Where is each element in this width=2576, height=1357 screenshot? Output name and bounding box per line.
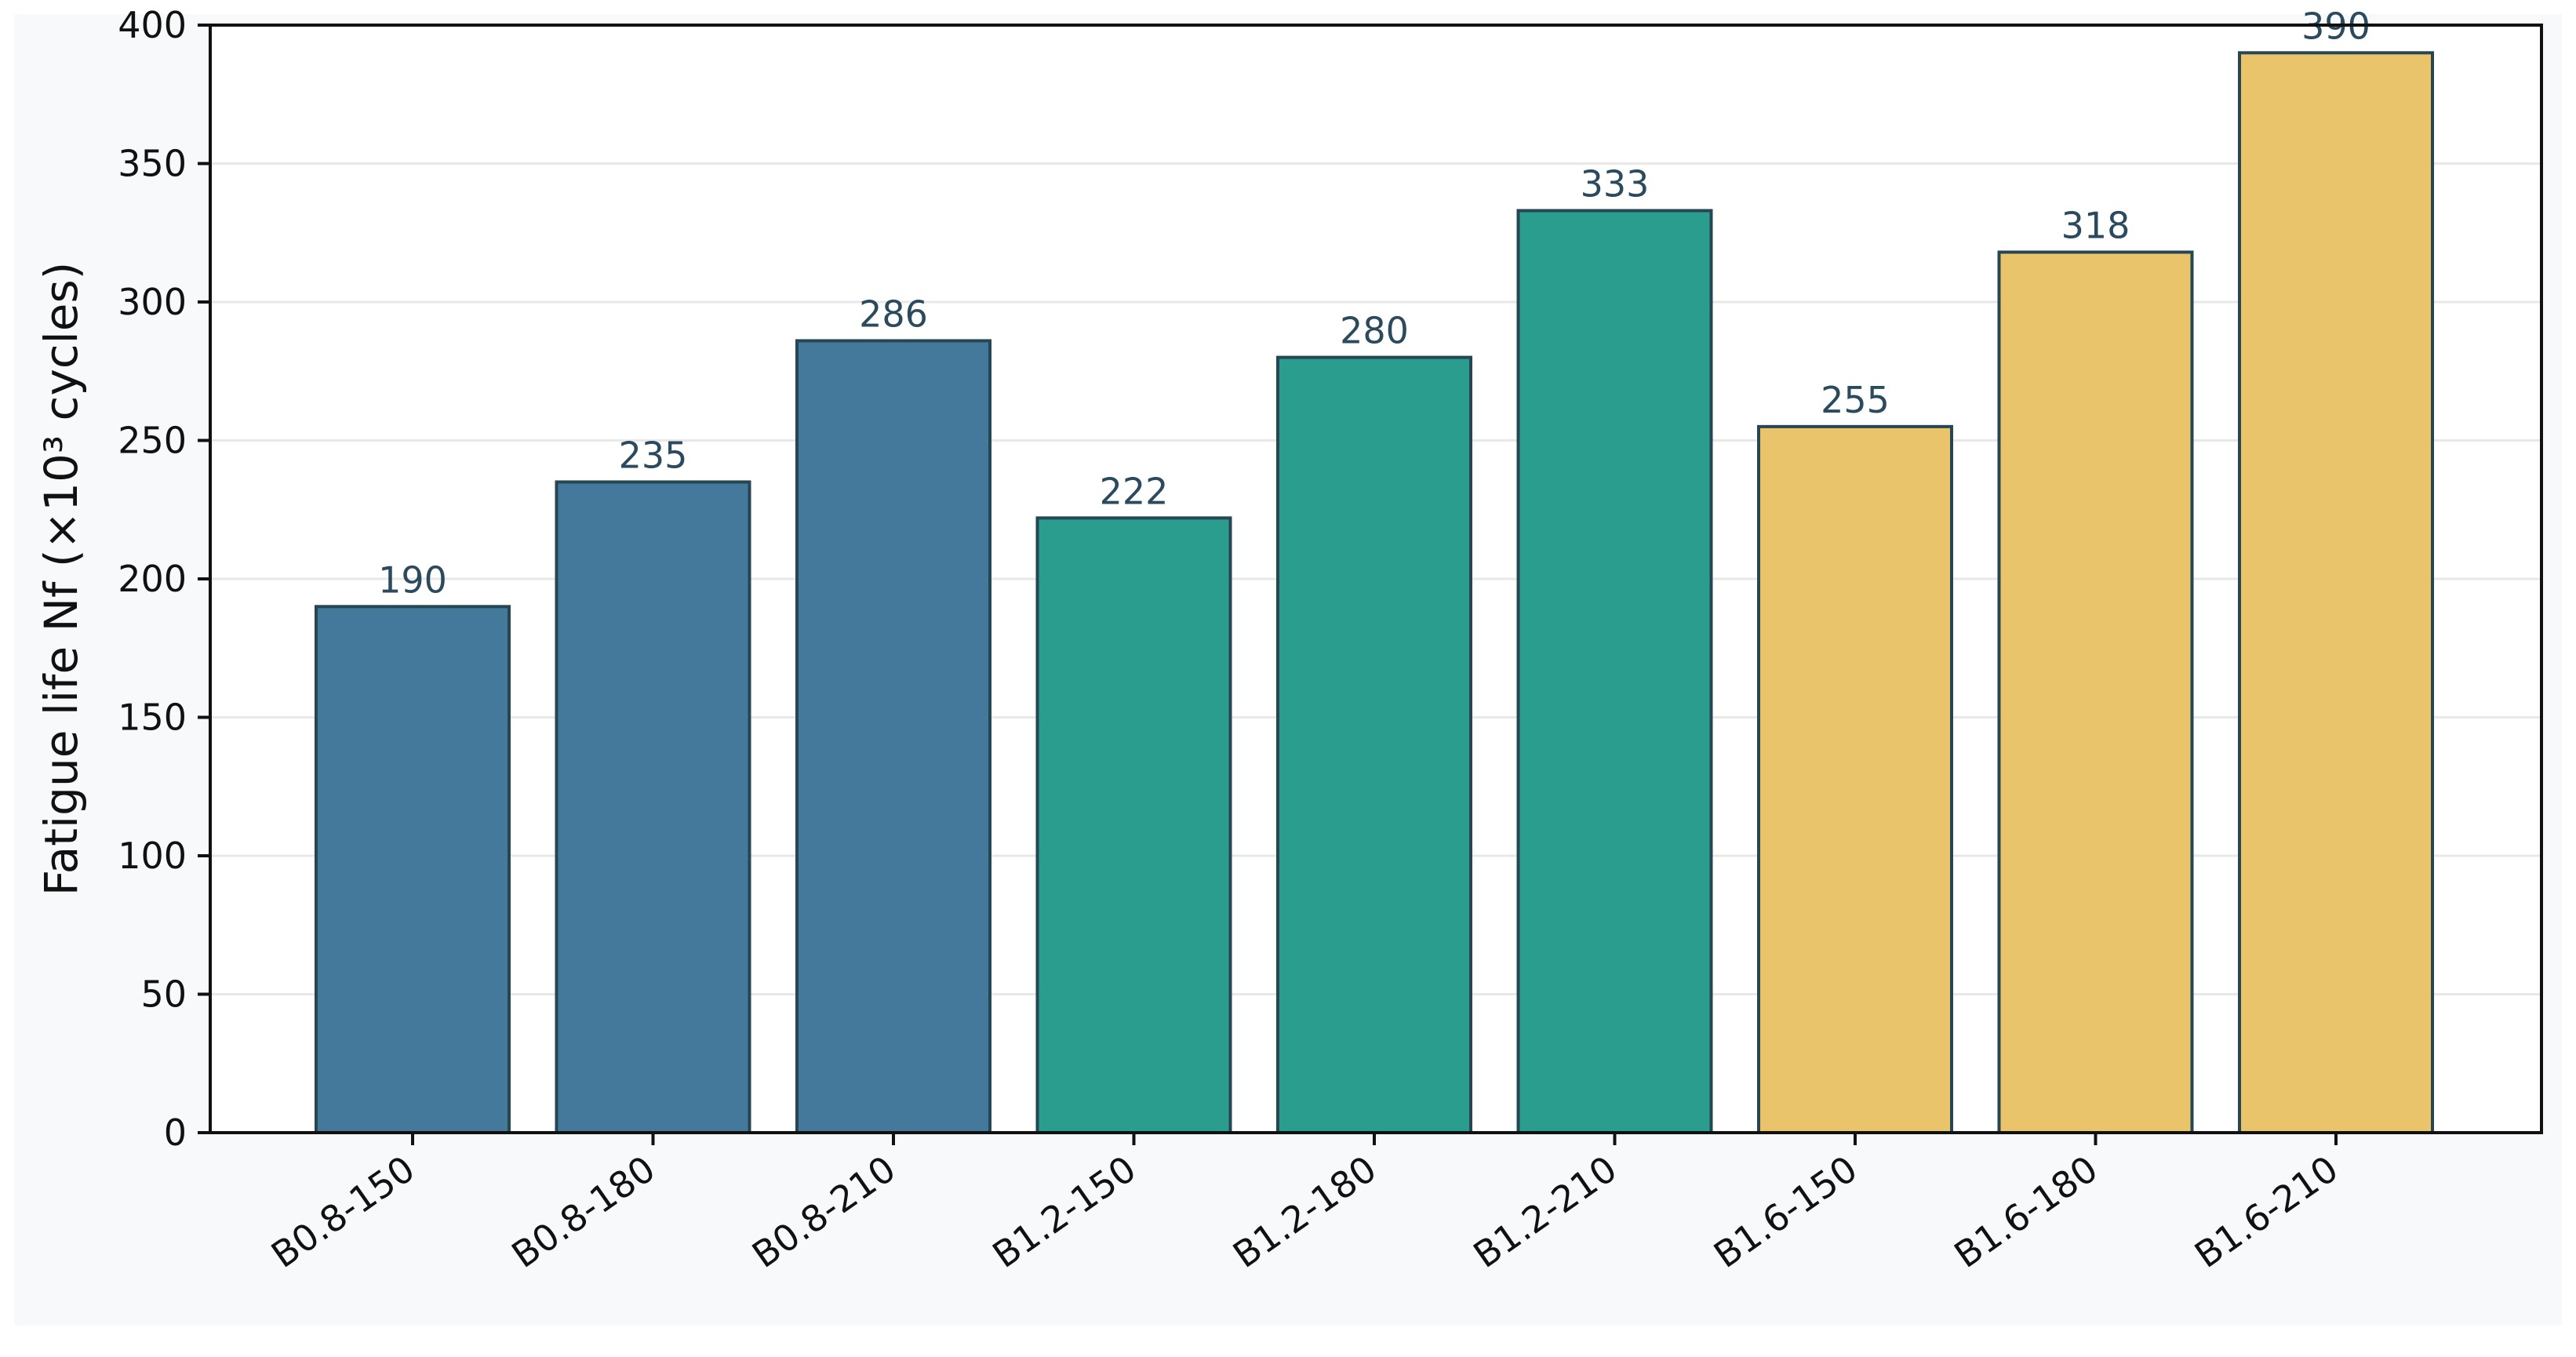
bar-value-label: 190 xyxy=(378,558,447,601)
bar-value-label: 286 xyxy=(859,293,928,335)
y-tick-label: 150 xyxy=(118,697,187,739)
y-axis-title: Fatigue life Nf (×10³ cycles) xyxy=(35,262,88,897)
bar-value-label: 333 xyxy=(1581,163,1650,206)
bars xyxy=(315,51,2434,1135)
bar-value-label: 280 xyxy=(1340,310,1409,352)
bar-value-label: 255 xyxy=(1821,379,1890,421)
bar-B1.2-180 xyxy=(1276,355,1472,1135)
y-tick-label: 350 xyxy=(118,143,187,185)
y-tick-label: 50 xyxy=(140,973,187,1016)
bar-B1.2-210 xyxy=(1516,209,1713,1134)
bar-B1.6-180 xyxy=(1997,250,2194,1135)
bar-value-label: 318 xyxy=(2061,204,2130,246)
y-axis-ticks: 0 50 100 150 200 250 300 350 400 xyxy=(118,4,210,1154)
bar-B1.6-150 xyxy=(1757,424,1953,1134)
y-tick-label: 300 xyxy=(118,281,187,323)
bar-B1.2-150 xyxy=(1035,516,1232,1134)
y-tick-label: 200 xyxy=(118,558,187,600)
y-tick-label: 250 xyxy=(118,420,187,462)
y-tick-label: 400 xyxy=(118,4,187,46)
bar-B0.8-210 xyxy=(795,339,991,1135)
bar-B0.8-180 xyxy=(555,480,751,1134)
y-tick-label: 0 xyxy=(164,1111,187,1154)
bar-B1.6-210 xyxy=(2238,51,2434,1134)
bar-B0.8-150 xyxy=(315,605,511,1134)
bar-value-label: 222 xyxy=(1100,470,1169,512)
y-tick-label: 100 xyxy=(118,835,187,877)
bar-value-label: 235 xyxy=(619,434,688,476)
